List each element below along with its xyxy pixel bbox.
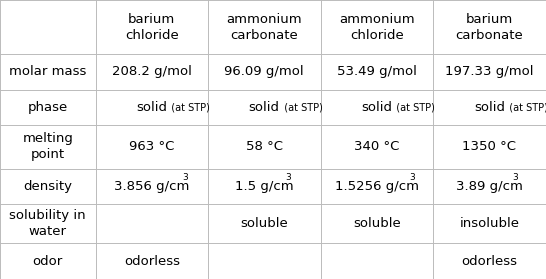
Text: solid: solid	[361, 101, 392, 114]
Text: 58 °C: 58 °C	[246, 140, 283, 153]
Text: 197.33 g/mol: 197.33 g/mol	[445, 65, 534, 78]
Text: solid: solid	[249, 101, 280, 114]
Text: 1.5256 g/cm: 1.5256 g/cm	[335, 180, 419, 193]
Text: solubility in
water: solubility in water	[9, 209, 86, 238]
Text: 963 °C: 963 °C	[129, 140, 175, 153]
Text: barium
carbonate: barium carbonate	[455, 13, 524, 42]
Text: 340 °C: 340 °C	[354, 140, 400, 153]
Text: 96.09 g/mol: 96.09 g/mol	[224, 65, 304, 78]
Text: melting
point: melting point	[22, 133, 73, 161]
Text: solid: solid	[474, 101, 505, 114]
Text: (at STP): (at STP)	[278, 102, 323, 112]
Text: 208.2 g/mol: 208.2 g/mol	[112, 65, 192, 78]
Text: (at STP): (at STP)	[165, 102, 210, 112]
Text: insoluble: insoluble	[460, 217, 519, 230]
Text: solid: solid	[136, 101, 167, 114]
Text: odorless: odorless	[124, 255, 180, 268]
Text: soluble: soluble	[353, 217, 401, 230]
Text: 3: 3	[410, 174, 416, 182]
Text: 1.5 g/cm: 1.5 g/cm	[235, 180, 294, 193]
Text: density: density	[23, 180, 72, 193]
Text: 53.49 g/mol: 53.49 g/mol	[337, 65, 417, 78]
Text: (at STP): (at STP)	[503, 102, 546, 112]
Text: soluble: soluble	[240, 217, 288, 230]
Text: (at STP): (at STP)	[390, 102, 435, 112]
Text: molar mass: molar mass	[9, 65, 86, 78]
Text: odorless: odorless	[461, 255, 518, 268]
Text: barium
chloride: barium chloride	[125, 13, 179, 42]
Text: ammonium
carbonate: ammonium carbonate	[227, 13, 302, 42]
Text: ammonium
chloride: ammonium chloride	[339, 13, 414, 42]
Text: 3.89 g/cm: 3.89 g/cm	[456, 180, 523, 193]
Text: 3: 3	[513, 174, 518, 182]
Text: 3.856 g/cm: 3.856 g/cm	[114, 180, 189, 193]
Text: phase: phase	[28, 101, 68, 114]
Text: 1350 °C: 1350 °C	[462, 140, 517, 153]
Text: 3: 3	[285, 174, 291, 182]
Text: 3: 3	[182, 174, 188, 182]
Text: odor: odor	[33, 255, 63, 268]
